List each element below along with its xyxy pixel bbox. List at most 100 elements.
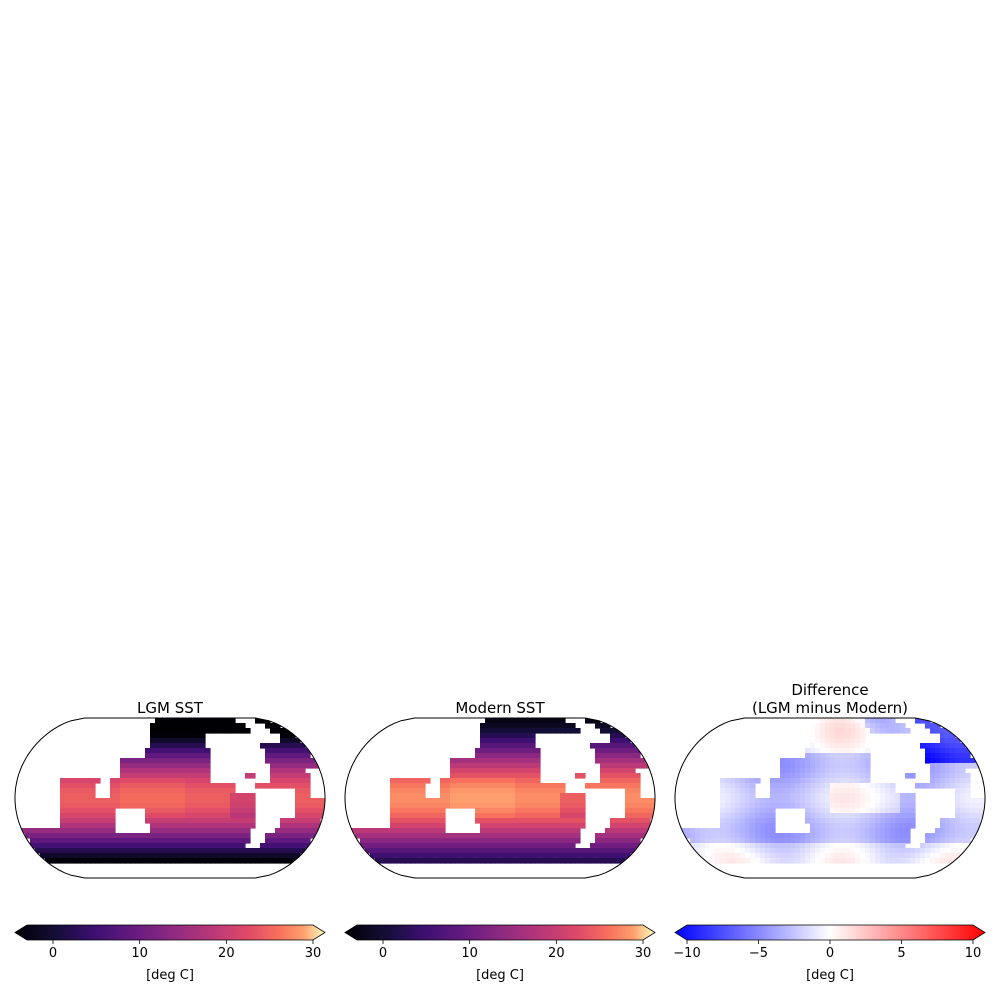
grid-cell-lgm [115,798,121,804]
grid-cell-lgm [120,838,126,844]
grid-cell-difference [835,758,841,764]
grid-cell-modern [625,743,631,749]
grid-cell-lgm [220,798,226,804]
grid-cell-modern [445,788,451,794]
grid-cell-difference [700,848,706,854]
grid-cell-modern [500,848,506,854]
grid-cell-difference [900,833,906,839]
grid-cell-modern [540,808,546,814]
grid-cell-difference [925,743,931,749]
grid-cell-lgm [170,788,176,794]
grid-cell-lgm [165,753,171,759]
grid-cell-lgm [280,773,286,779]
grid-cell-lgm [165,813,171,819]
grid-cell-difference [905,808,911,814]
grid-cell-lgm [145,763,151,769]
grid-cell-lgm [245,803,251,809]
grid-cell-lgm [270,773,276,779]
grid-cell-difference [900,823,906,829]
grid-cell-lgm [180,803,186,809]
grid-cell-lgm [310,808,316,814]
grid-cell-difference [835,803,841,809]
grid-cell-modern [570,828,576,834]
grid-cell-modern [440,843,446,849]
grid-cell-lgm [40,833,46,839]
grid-cell-lgm [235,728,241,734]
grid-cell-lgm [185,788,191,794]
grid-cell-modern [405,808,411,814]
grid-cell-modern [385,843,391,849]
grid-cell-lgm [145,793,151,799]
colorbar-tick-label-difference: 0 [826,946,834,961]
grid-cell-difference [735,778,741,784]
grid-cell-modern [400,843,406,849]
grid-cell-modern [555,803,561,809]
grid-cell-modern [485,778,491,784]
grid-cell-lgm [120,793,126,799]
grid-cell-modern [570,723,576,729]
grid-cell-difference [920,718,926,724]
grid-cell-modern [480,793,486,799]
grid-cell-lgm [285,843,291,849]
grid-cell-difference [815,728,821,734]
colorbar-tick-label-lgm: 10 [131,946,148,961]
grid-cell-modern [395,793,401,799]
grid-cell-difference [965,778,971,784]
grid-cell-modern [615,758,621,764]
grid-cell-difference [840,838,846,844]
grid-cell-difference [935,848,941,854]
grid-cell-lgm [245,728,251,734]
grid-cell-modern [625,758,631,764]
grid-cell-lgm [155,733,161,739]
grid-cell-difference [870,828,876,834]
grid-cell-modern [410,803,416,809]
grid-cell-difference [865,818,871,824]
grid-cell-lgm [110,783,116,789]
grid-cell-lgm [85,813,91,819]
grid-cell-difference [705,843,711,849]
grid-cell-difference [765,828,771,834]
grid-cell-lgm [30,833,36,839]
grid-cell-modern [615,823,621,829]
grid-cell-modern [625,793,631,799]
grid-cell-difference [885,798,891,804]
grid-cell-difference [865,723,871,729]
grid-cell-modern [540,793,546,799]
grid-cell-modern [605,743,611,749]
grid-cell-difference [925,858,931,864]
grid-cell-modern [610,818,616,824]
grid-cell-modern [575,823,581,829]
grid-cell-lgm [130,803,136,809]
grid-cell-difference [835,858,841,864]
grid-cell-lgm [300,743,306,749]
grid-cell-difference [840,753,846,759]
grid-cell-lgm [135,763,141,769]
grid-cell-difference [685,828,691,834]
grid-cell-modern [445,858,451,864]
grid-cell-modern [580,848,586,854]
grid-cell-difference [900,793,906,799]
grid-cell-difference [910,773,916,779]
grid-cell-difference [815,823,821,829]
grid-cell-modern [610,828,616,834]
grid-cell-modern [540,723,546,729]
grid-cell-modern [475,763,481,769]
grid-cell-modern [495,843,501,849]
grid-cell-difference [825,758,831,764]
grid-cell-modern [545,783,551,789]
grid-cell-difference [945,733,951,739]
grid-cell-difference [945,823,951,829]
grid-cell-difference [890,838,896,844]
grid-cell-lgm [215,813,221,819]
grid-cell-modern [595,853,601,859]
grid-cell-modern [475,818,481,824]
grid-cell-modern [420,858,426,864]
grid-cell-lgm [195,818,201,824]
grid-cell-difference [905,858,911,864]
grid-cell-difference [825,798,831,804]
grid-cell-lgm [240,838,246,844]
grid-cell-lgm [165,748,171,754]
grid-cell-lgm [105,828,111,834]
grid-cell-modern [600,833,606,839]
grid-cell-lgm [315,798,321,804]
